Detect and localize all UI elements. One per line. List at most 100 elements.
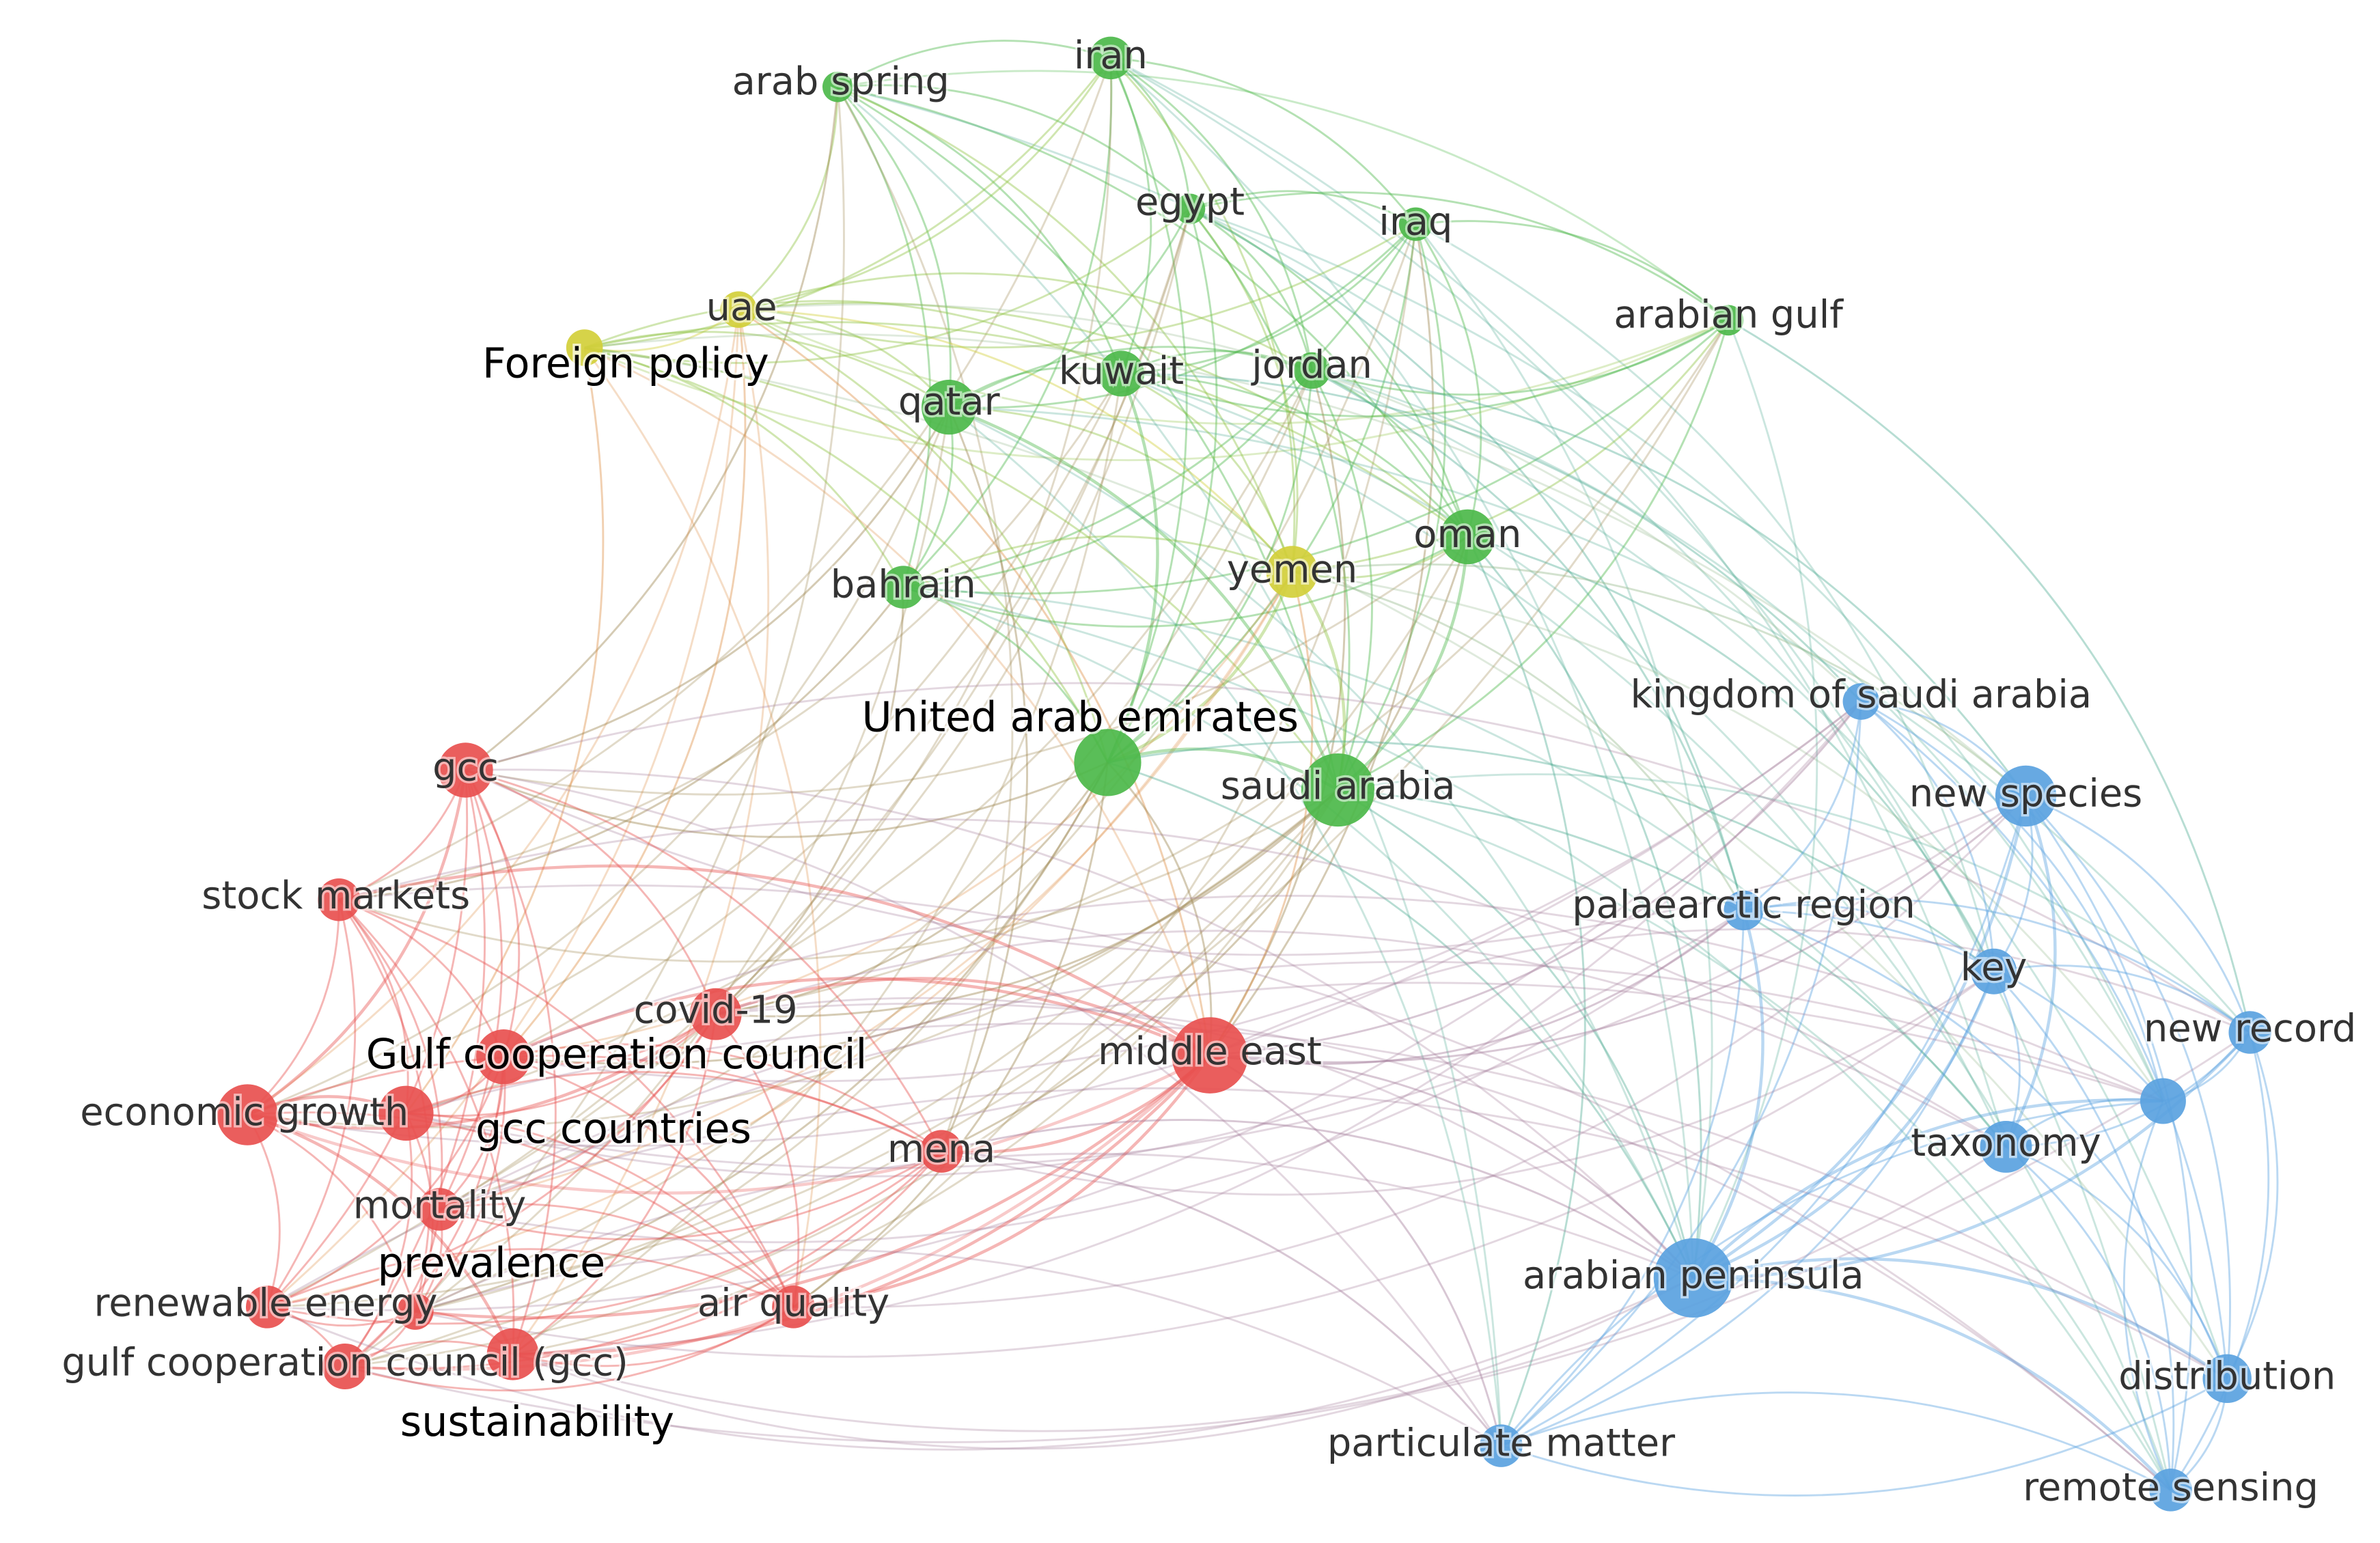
node-label: particulate matter [1327,1421,1675,1466]
edge [512,1054,1211,1356]
edge [1107,571,1294,764]
edge [1500,971,1995,1447]
edge [1110,57,2007,1148]
edge [503,1043,942,1152]
node [1995,765,2057,827]
edge [338,373,1122,901]
edge [1109,57,1152,374]
edge [415,762,1109,1313]
edge [1189,208,1299,572]
node-label: middle east [1098,1029,1322,1074]
edge [838,70,1730,321]
edge [1467,536,1702,1279]
edge [1415,223,1995,972]
edge [1692,971,1995,1280]
edge [338,899,443,1210]
edge [439,1203,794,1308]
edge [415,1249,1502,1447]
edge [1337,536,1469,792]
edge [267,700,1862,1311]
edge [949,406,1293,573]
edge [503,789,1339,1065]
edge [465,536,1469,796]
edge [738,309,1211,1056]
edge [338,898,505,1057]
edge [941,1150,1502,1447]
node [476,1029,531,1085]
edge [1107,208,1218,764]
edge [266,1277,1694,1451]
edge [1337,789,1695,1279]
edge [1107,370,1314,764]
edge [902,586,2172,1491]
edge [266,899,357,1308]
edge [1121,372,2007,1148]
edge [1209,909,1745,1066]
edge [339,586,904,901]
edge [406,370,1313,1115]
edge [2025,795,2252,1033]
edge [512,1306,794,1367]
edge [837,85,1995,972]
edge [2226,1032,2279,1380]
edge [1692,320,1818,1279]
edge [415,1054,1211,1320]
edge [338,899,515,1354]
edge [1121,372,1469,538]
edge [837,85,1293,572]
node-label: jordan [1250,343,1372,387]
edge [2170,1032,2270,1491]
edge [266,1013,717,1308]
edge [1693,1276,2172,1491]
edge [266,1150,942,1325]
edge [266,571,1293,1308]
node-label: renewable energy [94,1281,438,1325]
edge [1121,319,1729,417]
edge [584,333,2027,797]
edge [465,682,2251,1033]
edge [1109,57,1191,209]
edge [465,406,950,771]
edge [1121,223,1417,375]
edge [715,587,904,1015]
node [1440,509,1495,565]
edge [439,909,1745,1244]
edge [949,223,1417,409]
node [2149,1469,2192,1512]
node [397,1293,434,1330]
edge [512,309,770,1355]
edge [338,789,1339,963]
edge [715,930,2007,1148]
edge [2005,1145,2172,1490]
edge [338,57,1112,901]
edge [267,789,1339,1308]
edge [338,818,2007,1148]
edge [838,84,1191,210]
node [689,988,742,1040]
edge [344,1057,505,1367]
edge [941,536,1469,1152]
node [2140,1078,2186,1124]
edge [439,1013,717,1210]
node [2202,1354,2252,1404]
edge [247,900,340,1116]
node-label: stock markets [202,874,470,918]
node [1098,350,1145,397]
edge [415,1152,1694,1313]
edge [246,770,467,1116]
edge [738,308,1109,763]
node [378,1085,434,1141]
edge [837,85,1122,374]
node-label: yemen [1227,547,1357,592]
edge [1107,57,1188,763]
edge [837,86,1339,790]
edge [1743,909,2228,1379]
edge [941,1054,1211,1154]
node [1713,305,1744,336]
node [1971,948,2017,995]
edge [948,406,1340,791]
node-label: distribution [2118,1354,2336,1398]
edge [738,223,1417,349]
edge [1993,964,2251,1033]
edge [1109,57,1296,572]
